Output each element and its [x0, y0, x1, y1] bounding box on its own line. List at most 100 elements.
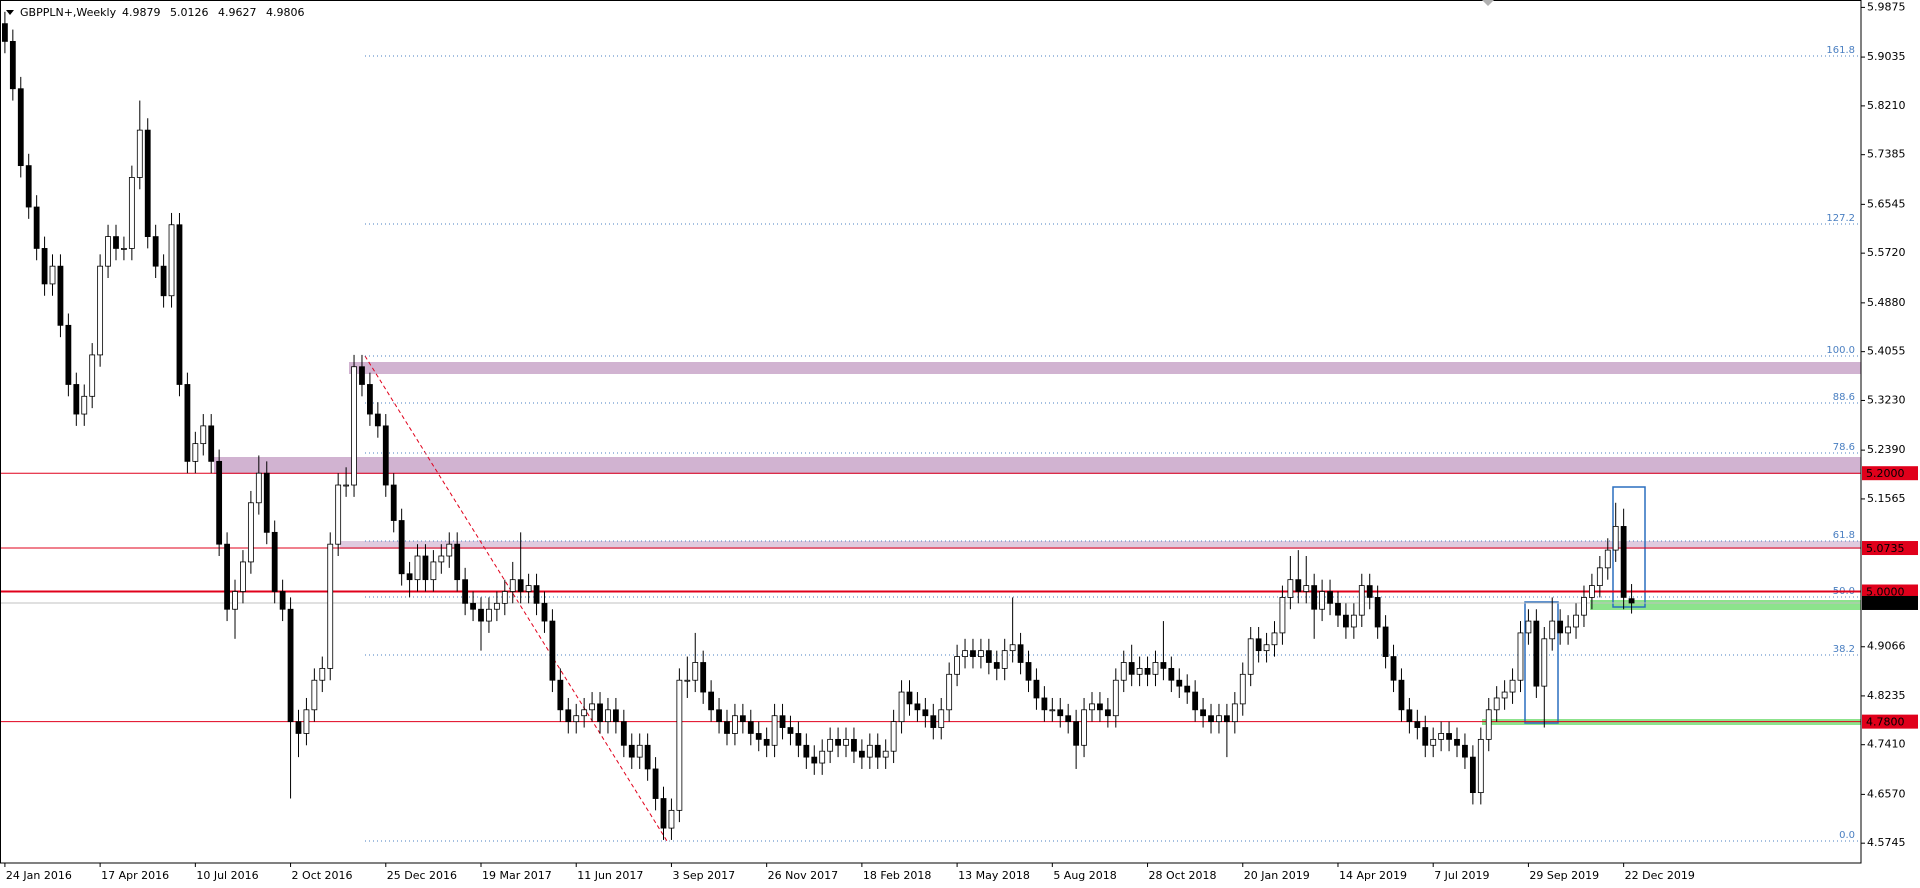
candle-body	[1279, 597, 1286, 634]
x-tick-label: 7 Jul 2019	[1434, 869, 1489, 882]
candle-body	[1343, 614, 1349, 628]
candle-body	[478, 608, 484, 622]
candle-body	[2, 23, 8, 42]
candle-body	[97, 265, 104, 356]
candle-body	[1303, 585, 1310, 592]
trend-line	[364, 355, 668, 842]
x-tick-label: 28 Oct 2018	[1149, 869, 1217, 882]
candle-body	[1525, 620, 1532, 634]
candle-body	[962, 650, 968, 657]
y-tick-label: 5.1565	[1867, 492, 1906, 505]
candle-body	[1358, 585, 1365, 616]
y-tick-label: 4.7410	[1867, 738, 1906, 751]
candle-body	[898, 691, 905, 723]
candle-body	[509, 579, 516, 592]
candle-body	[1350, 614, 1357, 628]
candle-body	[501, 591, 508, 604]
candle-body	[1477, 738, 1484, 794]
candle-body	[1120, 662, 1127, 681]
candle-body	[1581, 597, 1587, 616]
candle-body	[716, 709, 722, 723]
candle-body	[208, 425, 215, 462]
candle-body	[1247, 638, 1254, 675]
candle-body	[906, 691, 913, 705]
candle-body	[1184, 685, 1191, 693]
candle-body	[359, 366, 365, 385]
y-tick-label: 5.2390	[1867, 443, 1906, 456]
candle-body	[1589, 585, 1595, 598]
candle-body	[1485, 709, 1492, 740]
symbol: GBPPLN+,Weekly	[20, 6, 117, 19]
candle-body	[652, 768, 659, 799]
candle-body	[1263, 644, 1270, 652]
candle-body	[303, 709, 310, 734]
candle-body	[946, 673, 953, 711]
candle-body	[827, 738, 834, 752]
candle-body	[1517, 632, 1524, 681]
candle-body	[295, 721, 302, 734]
x-tick-label: 11 Jun 2017	[577, 869, 643, 882]
candle-body	[311, 679, 318, 711]
candle-body	[279, 591, 286, 610]
candle-body	[89, 354, 96, 397]
dropdown-icon[interactable]	[6, 10, 14, 15]
candle-body	[1009, 644, 1016, 652]
candle-body	[152, 236, 159, 267]
candle-body	[700, 662, 707, 693]
candle-body	[1231, 703, 1238, 723]
y-tick-label: 4.6570	[1867, 787, 1906, 800]
candle-body	[732, 715, 738, 734]
resistance-zone	[340, 541, 1861, 549]
candle-body	[525, 585, 532, 592]
candle-body	[200, 425, 207, 445]
candle-body	[1319, 591, 1326, 610]
candle-body	[811, 756, 818, 764]
candle-body	[287, 608, 294, 723]
candle-body	[105, 236, 111, 267]
candle-body	[819, 750, 826, 764]
fib-label: 0.0	[1839, 830, 1855, 841]
candle-body	[1200, 709, 1206, 717]
candle-body	[1311, 585, 1318, 610]
candle-body	[41, 248, 48, 285]
close-value: 4.9806	[266, 6, 305, 19]
candle-body	[470, 602, 476, 610]
candle-body	[517, 579, 524, 592]
candle-body	[73, 384, 80, 415]
candle-body	[970, 650, 976, 657]
candle-body	[1596, 567, 1603, 586]
candle-body	[1335, 602, 1341, 616]
candle-body	[1065, 715, 1072, 723]
candle-body	[795, 733, 802, 746]
candle-body	[113, 236, 119, 249]
candle-body	[1041, 697, 1048, 711]
candle-body	[1160, 662, 1167, 669]
candle-body	[335, 484, 342, 545]
candle-body	[493, 602, 500, 610]
candle-body	[144, 129, 151, 238]
scroll-marker	[1482, 0, 1494, 6]
candle-body	[390, 484, 397, 521]
candle-body	[1628, 598, 1635, 604]
candle-body	[541, 602, 548, 622]
low-value: 4.9627	[218, 6, 257, 19]
candle-body	[1136, 667, 1143, 675]
x-tick-label: 26 Nov 2017	[768, 869, 838, 882]
candle-body	[779, 715, 786, 728]
candle-body	[747, 721, 754, 734]
candle-body	[1541, 638, 1548, 687]
candle-body	[422, 555, 429, 581]
fib-label: 78.6	[1833, 442, 1855, 453]
level-label: 5.2000	[1866, 467, 1905, 480]
candle-body	[605, 709, 611, 723]
candle-body	[708, 691, 715, 711]
candle-body	[49, 265, 56, 285]
x-tick-label: 19 Mar 2017	[482, 869, 552, 882]
candle-body	[1097, 703, 1103, 711]
x-tick-label: 14 Apr 2019	[1339, 869, 1407, 882]
candle-body	[1390, 656, 1397, 681]
candle-body	[1073, 721, 1080, 746]
candle-body	[343, 484, 350, 487]
candle-body	[319, 667, 326, 681]
y-tick-label: 5.3230	[1867, 393, 1906, 406]
